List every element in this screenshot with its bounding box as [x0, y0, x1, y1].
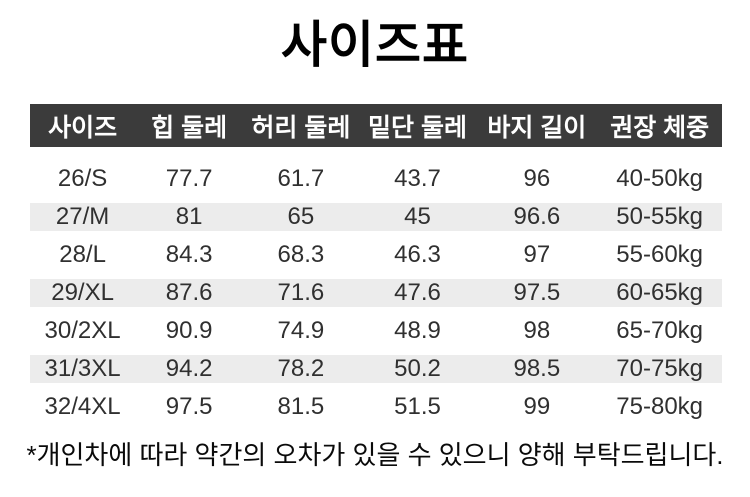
cell-waist: 65 — [287, 203, 315, 230]
cell-length: 98.5 — [513, 355, 561, 382]
cell-size: 31/3XL — [44, 355, 121, 382]
page-title: 사이즈표 — [281, 17, 469, 73]
cell-hem: 46.3 — [394, 241, 441, 268]
col-header-size: 사이즈 — [48, 113, 118, 142]
cell-hem: 48.9 — [394, 317, 441, 344]
cell-weight: 75-80kg — [616, 393, 704, 420]
table-body: 26/S 77.7 61.7 43.7 96 40-50kg 27/M 81 6… — [30, 160, 722, 426]
cell-waist: 61.7 — [277, 165, 325, 192]
cell-hem: 47.6 — [394, 279, 441, 306]
table-row: 29/XL 87.6 71.6 47.6 97.5 60-65kg — [30, 274, 722, 312]
cell-length: 99 — [523, 393, 551, 420]
footnote: *개인차에 따라 약간의 오차가 있을 수 있으니 양해 부탁드립니다. — [26, 440, 724, 470]
cell-hip: 84.3 — [165, 241, 213, 268]
cell-hip: 87.6 — [165, 279, 213, 306]
col-header-hem: 밑단 둘레 — [368, 113, 467, 142]
cell-length: 98 — [523, 317, 551, 344]
col-header-waist: 허리 둘레 — [251, 113, 351, 142]
cell-size: 30/2XL — [44, 317, 121, 344]
col-header-weight: 권장 체중 — [610, 113, 710, 142]
cell-hem: 51.5 — [394, 393, 441, 420]
cell-waist: 81.5 — [277, 393, 325, 420]
cell-weight: 40-50kg — [616, 165, 704, 192]
cell-hip: 97.5 — [165, 393, 213, 420]
cell-hem: 45 — [404, 203, 431, 230]
cell-waist: 74.9 — [277, 317, 325, 344]
col-header-hip: 힙 둘레 — [151, 113, 228, 142]
cell-waist: 78.2 — [277, 355, 325, 382]
cell-hip: 90.9 — [165, 317, 213, 344]
cell-waist: 68.3 — [277, 241, 325, 268]
cell-size: 26/S — [57, 165, 108, 192]
cell-size: 27/M — [55, 203, 110, 230]
table-row: 31/3XL 94.2 78.2 50.2 98.5 70-75kg — [30, 350, 722, 388]
col-header-length: 바지 길이 — [487, 113, 587, 142]
cell-length: 96 — [523, 165, 551, 192]
table-row: 26/S 77.7 61.7 43.7 96 40-50kg — [30, 160, 722, 198]
cell-weight: 65-70kg — [616, 317, 704, 344]
cell-length: 96.6 — [513, 203, 561, 230]
table-row: 28/L 84.3 68.3 46.3 97 55-60kg — [30, 236, 722, 274]
table-row: 30/2XL 90.9 74.9 48.9 98 65-70kg — [30, 312, 722, 350]
cell-weight: 60-65kg — [616, 279, 704, 306]
cell-hip: 94.2 — [165, 355, 213, 382]
cell-waist: 71.6 — [277, 279, 325, 306]
size-table: 사이즈 힙 둘레 허리 둘레 밑단 둘레 바지 길이 권장 체중 26/S 77… — [30, 104, 722, 426]
cell-hip: 81 — [175, 203, 203, 230]
table-row: 27/M 81 65 45 96.6 50-55kg — [30, 198, 722, 236]
table-row: 32/4XL 97.5 81.5 51.5 99 75-80kg — [30, 388, 722, 426]
cell-weight: 50-55kg — [616, 203, 704, 230]
cell-length: 97.5 — [513, 279, 561, 306]
cell-hip: 77.7 — [165, 165, 213, 192]
cell-size: 32/4XL — [44, 393, 121, 420]
table-header-row: 사이즈 힙 둘레 허리 둘레 밑단 둘레 바지 길이 권장 체중 — [30, 104, 722, 147]
cell-length: 97 — [523, 241, 551, 268]
cell-hem: 43.7 — [394, 165, 441, 192]
cell-weight: 70-75kg — [616, 355, 704, 382]
cell-size: 29/XL — [51, 279, 114, 306]
cell-weight: 55-60kg — [616, 241, 704, 268]
cell-size: 28/L — [59, 241, 106, 268]
cell-hem: 50.2 — [394, 355, 441, 382]
